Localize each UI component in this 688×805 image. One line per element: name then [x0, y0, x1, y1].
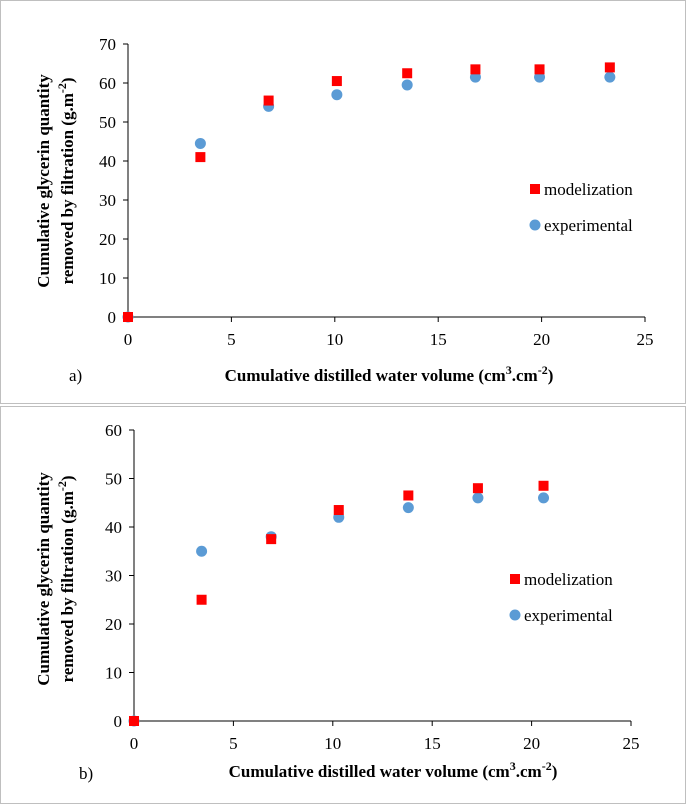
- x-axis-label-sup: -2: [542, 759, 552, 773]
- y-tick-label: 30: [99, 191, 116, 210]
- y-tick-label: 60: [99, 74, 116, 93]
- x-tick-label: 25: [637, 330, 654, 349]
- panel-label: b): [79, 764, 93, 783]
- y-axis-label-line1: Cumulative glycerin quantity: [34, 74, 53, 288]
- experimental-point: [538, 492, 550, 504]
- y-tick-label: 60: [105, 421, 122, 440]
- modelization-point: [402, 68, 413, 79]
- y-tick-label: 30: [105, 567, 122, 586]
- modelization-point: [534, 64, 545, 75]
- x-tick-label: 5: [229, 734, 238, 753]
- experimental-point: [401, 79, 413, 91]
- y-axis-label-line1: Cumulative glycerin quantity: [34, 472, 53, 686]
- legend-experimental-label: experimental: [524, 606, 613, 625]
- x-tick-label: 15: [430, 330, 447, 349]
- modelization-point: [472, 483, 483, 494]
- modelization-point: [123, 312, 133, 322]
- y-tick-label: 40: [105, 518, 122, 537]
- x-axis-label-part: Cumulative distilled water volume (cm: [229, 762, 510, 781]
- experimental-point: [194, 137, 206, 149]
- y-tick-label: 10: [99, 269, 116, 288]
- legend-experimental-marker: [529, 219, 541, 231]
- y-tick-label: 50: [99, 113, 116, 132]
- modelization-point: [538, 480, 549, 491]
- modelization-point: [470, 64, 481, 75]
- legend-modelization-marker: [510, 574, 520, 584]
- chart-panel-b: 0 10 20 30 40 50 60 0 5 10 15 20 25 Cumulative distil…: [0, 406, 686, 804]
- y-axis-label-part: removed by filtration (g.m: [58, 93, 77, 284]
- y-tick-label: 20: [105, 615, 122, 634]
- legend-modelization-label: modelization: [544, 180, 633, 199]
- y-axis-label-part: removed by filtration (g.m: [58, 491, 77, 682]
- modelization-point: [266, 534, 277, 545]
- modelization-point: [331, 76, 342, 87]
- x-axis-label-part: Cumulative distilled water volume (cm: [225, 366, 506, 385]
- y-axis-label-line2: removed by filtration (g.m-2): [55, 475, 77, 682]
- experimental-point: [196, 545, 208, 557]
- x-axis-label-sup: -2: [538, 363, 548, 377]
- x-tick-label: 20: [533, 330, 550, 349]
- x-axis-label-part: ): [552, 762, 558, 781]
- modelization-point: [333, 505, 344, 516]
- experimental-point: [402, 502, 414, 514]
- experimental-point: [472, 492, 484, 504]
- y-axis-label-sup: -2: [55, 481, 69, 491]
- y-tick-label: 50: [105, 470, 122, 489]
- x-tick-label: 0: [130, 734, 139, 753]
- x-axis-label: Cumulative distilled water volume (cm3.c…: [225, 363, 554, 385]
- y-tick-label: 0: [114, 712, 123, 731]
- x-tick-label: 10: [324, 734, 341, 753]
- y-axis-label-part: ): [58, 475, 77, 481]
- x-tick-label: 5: [227, 330, 236, 349]
- y-axis-label-sup: -2: [55, 83, 69, 93]
- x-tick-label: 20: [523, 734, 540, 753]
- panel-label: a): [69, 366, 82, 385]
- legend-modelization-marker: [530, 184, 540, 194]
- x-tick-label: 15: [424, 734, 441, 753]
- legend-modelization-label: modelization: [524, 570, 613, 589]
- experimental-point: [331, 89, 343, 101]
- x-axis-label-part: ): [548, 366, 554, 385]
- experimental-point: [534, 71, 546, 83]
- x-tick-label: 0: [124, 330, 133, 349]
- modelization-point: [403, 490, 414, 501]
- y-axis-label-part: ): [58, 77, 77, 83]
- y-axis-label-line2: removed by filtration (g.m-2): [55, 77, 77, 284]
- y-tick-label: 70: [99, 35, 116, 54]
- modelization-point: [263, 95, 274, 106]
- experimental-point: [469, 71, 481, 83]
- x-tick-label: 25: [623, 734, 640, 753]
- x-axis-label-part: .cm: [512, 366, 538, 385]
- x-tick-label: 10: [326, 330, 343, 349]
- modelization-point: [195, 152, 206, 163]
- chart-b-svg: 0 10 20 30 40 50 60 0 5 10 15 20 25 Cumulative distil…: [34, 421, 640, 783]
- x-axis-label-sup: 3: [510, 759, 516, 773]
- modelization-point: [196, 594, 207, 605]
- y-tick-label: 10: [105, 664, 122, 683]
- y-tick-label: 40: [99, 152, 116, 171]
- x-axis-label-sup: 3: [506, 363, 512, 377]
- y-tick-label: 20: [99, 230, 116, 249]
- modelization-point: [604, 62, 615, 73]
- chart-panel-a: 0 10 20 30 40 50 60 70 0 5 10 15 20 25 Cumulative dist…: [0, 0, 686, 404]
- chart-a-svg: 0 10 20 30 40 50 60 70 0 5 10 15 20 25 Cumulative dist…: [34, 35, 654, 385]
- legend-experimental-label: experimental: [544, 216, 633, 235]
- x-axis-label-part: .cm: [516, 762, 542, 781]
- experimental-point: [604, 71, 616, 83]
- modelization-point: [129, 716, 139, 726]
- y-tick-label: 0: [108, 308, 117, 327]
- x-axis-label: Cumulative distilled water volume (cm3.c…: [229, 759, 558, 781]
- legend-experimental-marker: [509, 609, 521, 621]
